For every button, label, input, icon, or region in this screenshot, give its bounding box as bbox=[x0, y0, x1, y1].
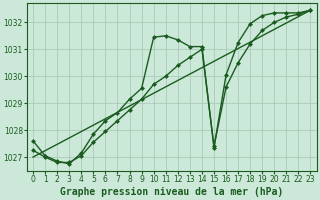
X-axis label: Graphe pression niveau de la mer (hPa): Graphe pression niveau de la mer (hPa) bbox=[60, 186, 284, 197]
